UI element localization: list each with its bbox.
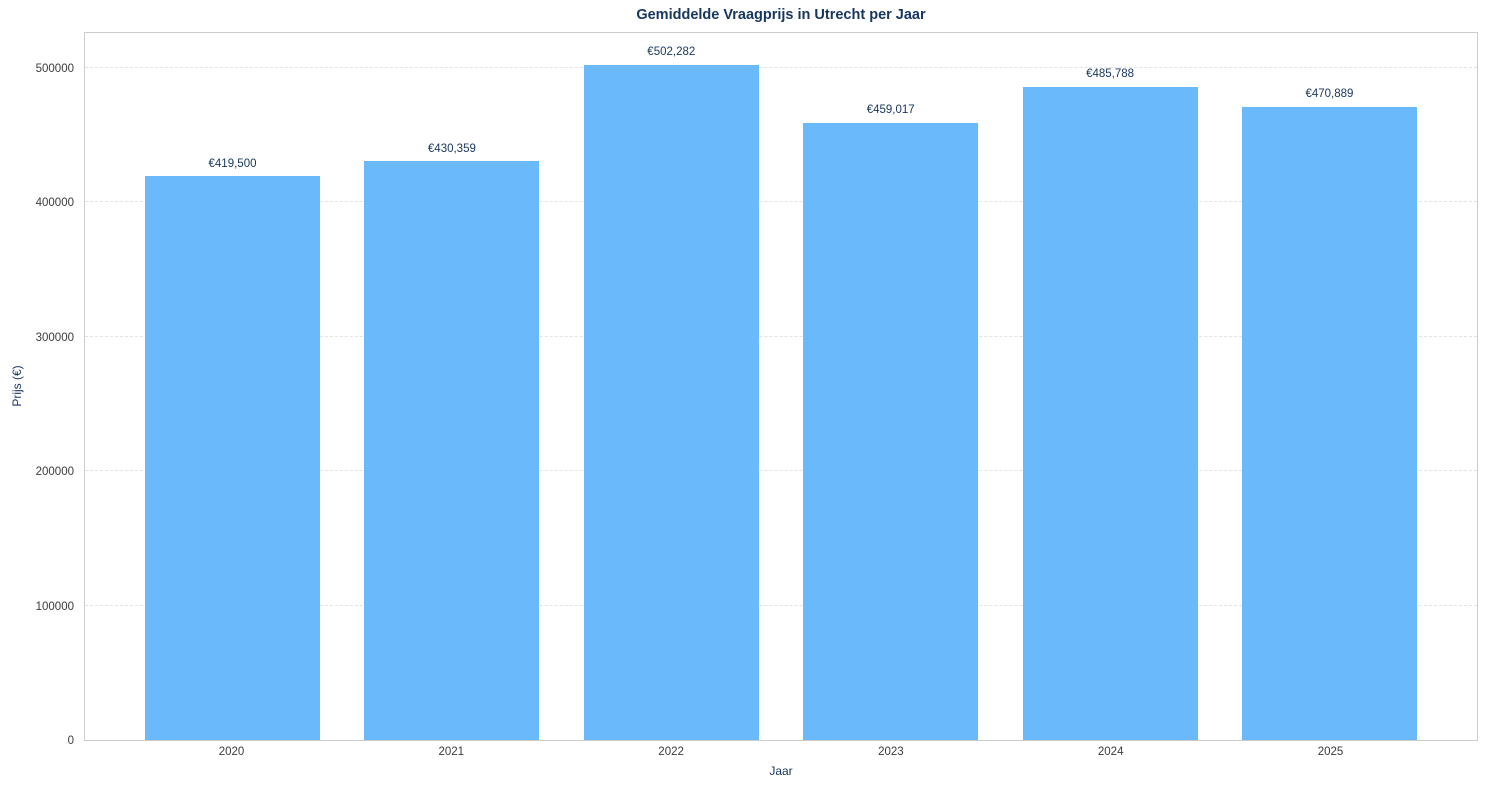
gridline: [85, 335, 1477, 337]
bar: [583, 64, 759, 740]
bar: [1022, 86, 1198, 740]
y-tick-label: 300000: [35, 331, 74, 344]
bar-value-label: €485,788: [1086, 68, 1135, 81]
gridline: [85, 470, 1477, 472]
y-axis-label: Prijs (€): [10, 365, 24, 407]
x-axis-label: Jaar: [769, 764, 793, 778]
bar-group: €470,889: [1241, 88, 1417, 740]
x-tick-label: 2022: [658, 746, 684, 758]
y-tick-label: 0: [67, 735, 74, 747]
bar: [1241, 106, 1417, 740]
bar-group: €502,282: [583, 46, 759, 740]
bar-group: €430,359: [364, 142, 540, 740]
bar: [364, 161, 540, 740]
y-tick-label: 100000: [35, 600, 74, 613]
bar: [803, 122, 979, 740]
x-tick-label: 2025: [1317, 746, 1344, 758]
bars-container: €419,500 €430,359 €502,282 €459,017 €485,788…: [85, 33, 1477, 740]
plot-area: €419,500 €430,359 €502,282 €459,017 €485,788…: [84, 32, 1478, 741]
y-tick-label: 500000: [35, 62, 74, 75]
x-tick-label: 2020: [218, 746, 245, 758]
y-tick-label: 400000: [35, 197, 74, 210]
x-tick-labels: 2020 2021 2022 2023 2024 2025: [84, 746, 1478, 758]
bar-group: €485,788: [1022, 68, 1198, 740]
x-tick-label: 2023: [878, 746, 904, 758]
bar-value-label: €459,017: [866, 104, 915, 117]
gridline: [85, 201, 1477, 203]
bar-value-label: €502,282: [647, 46, 696, 59]
gridline: [85, 604, 1477, 606]
bar-value-label: €430,359: [427, 142, 476, 155]
bar-value-label: €470,889: [1305, 88, 1354, 101]
bar-group: €419,500: [145, 157, 320, 740]
gridline: [85, 66, 1477, 68]
bar-group: €459,017: [803, 104, 979, 740]
bar: [145, 176, 320, 740]
x-tick-label: 2021: [438, 746, 465, 758]
chart-title: Gemiddelde Vraagprijs in Utrecht per Jaa…: [636, 7, 926, 23]
x-tick-label: 2024: [1097, 746, 1124, 758]
y-tick-label: 200000: [35, 466, 74, 479]
bar-value-label: €419,500: [208, 157, 257, 170]
